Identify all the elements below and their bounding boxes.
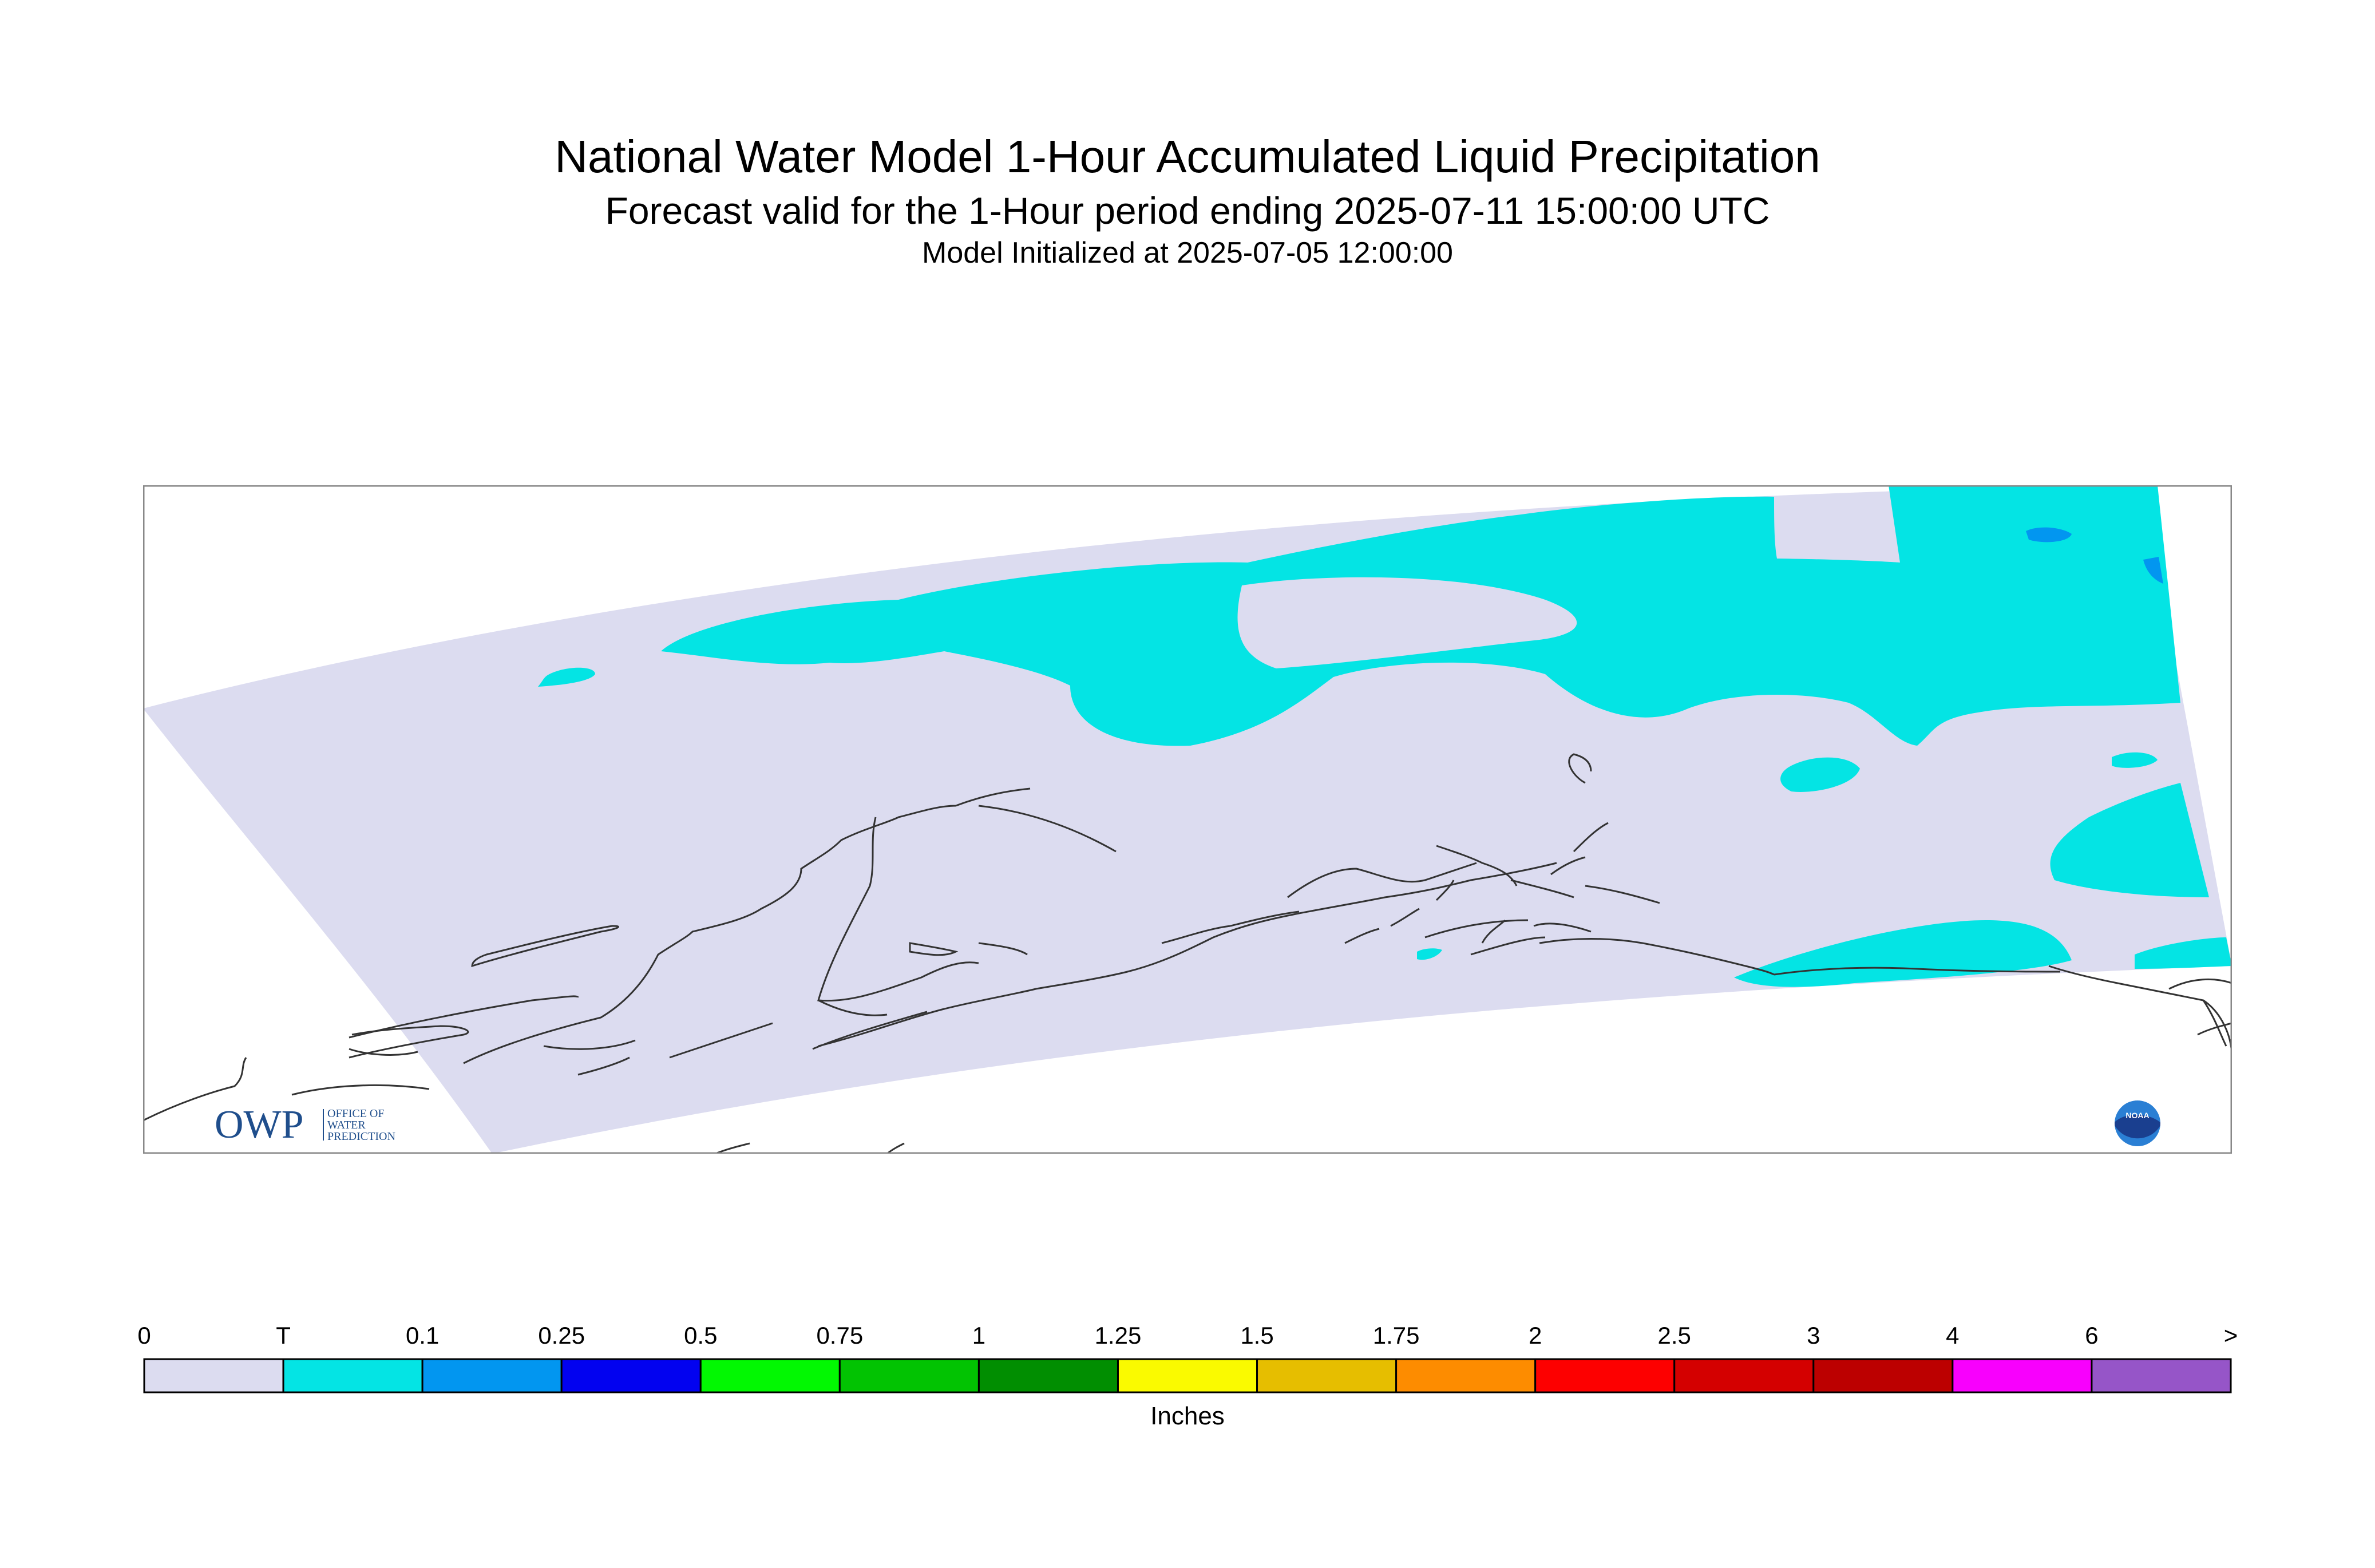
coastline [1550, 856, 1586, 876]
legend-color-bin [143, 1358, 284, 1393]
legend-color-bin [1534, 1358, 1676, 1393]
owp-logo-line-1: OFFICE OF [327, 1107, 384, 1120]
legend-tick-label: > [2224, 1322, 2238, 1349]
legend-tick-label: 0.25 [538, 1322, 585, 1349]
precipitation-legend: 0 T 0.1 0.25 0.5 0.75 1 1.25 1.5 1.75 2 2.5 3 4 6 > [137, 1322, 2238, 1393]
legend-tick-label: 1 [972, 1322, 985, 1349]
legend-tick-label: 1.5 [1240, 1322, 1273, 1349]
coastline [2202, 1000, 2227, 1047]
coastline [2048, 965, 2232, 1058]
coastline [1573, 822, 1609, 853]
coastline [715, 1142, 750, 1154]
legend-color-bin [282, 1358, 423, 1393]
coastline [1533, 922, 1592, 933]
legend-color-bin [838, 1358, 980, 1393]
coastline [463, 787, 1031, 1064]
coastline [143, 1057, 247, 1122]
coastline [1585, 885, 1660, 904]
precip-trace-area [2135, 937, 2232, 969]
coastline [543, 1039, 636, 1050]
coastline [1774, 967, 2061, 976]
owp-logo-mark: OWP [215, 1103, 304, 1147]
precip-trace-area [2112, 752, 2158, 768]
legend-tick-label: 0.75 [816, 1322, 863, 1349]
model-init-text: Model Initialized at 2025-07-05 12:00:00 [922, 236, 1453, 270]
coastline [886, 1142, 905, 1154]
coastline [818, 862, 1557, 1047]
coastline [349, 1048, 418, 1056]
coastline [1470, 936, 1546, 956]
legend-color-bin [977, 1358, 1119, 1393]
coastline [1435, 880, 1455, 901]
coastline [577, 1056, 630, 1076]
legend-tick-label: 1.75 [1373, 1322, 1420, 1349]
coastline [2168, 979, 2232, 990]
legend-color-bin [1812, 1358, 1954, 1393]
legend-tick-label: 3 [1807, 1322, 1820, 1349]
noaa-logo: NOAA [2112, 1098, 2163, 1149]
precip-light-area [2143, 557, 2163, 584]
legend-tick-label: 0 [137, 1322, 151, 1349]
coastline [818, 999, 888, 1016]
coastline [349, 995, 579, 1039]
map-title: National Water Model 1-Hour Accumulated … [555, 131, 1820, 182]
precip-trace-area [1115, 695, 1173, 712]
coastline [291, 1084, 430, 1096]
coastline [1287, 862, 1477, 898]
coastline [1436, 845, 1518, 886]
coastline [1481, 919, 1506, 944]
coastline [1539, 938, 1775, 976]
coastline [471, 925, 619, 968]
legend-tick-label: 4 [1946, 1322, 1959, 1349]
coastline [978, 942, 1028, 956]
map-frame [143, 485, 2232, 1154]
coastline [1230, 910, 1300, 927]
coastline [1344, 928, 1380, 944]
owp-logo-line-3: PREDICTION [327, 1130, 395, 1143]
owp-logo-line-2: WATER [327, 1119, 366, 1131]
legend-tick-label: 2.5 [1658, 1322, 1691, 1349]
legend-color-bin [1395, 1358, 1537, 1393]
legend-color-bin [1673, 1358, 1815, 1393]
precip-trace-area [2050, 783, 2209, 897]
precip-trace-area [1780, 757, 1860, 792]
coastline [1390, 908, 1420, 927]
precipitation-map: OWP OFFICE OF WATER PREDICTION NOAA [143, 485, 2232, 1154]
legend-color-bin [699, 1358, 841, 1393]
coastline [909, 942, 959, 956]
precip-cutout [1237, 577, 1577, 668]
coastline [978, 805, 1117, 853]
legend-tick-label: T [276, 1322, 291, 1349]
forecast-valid-subtitle: Forecast valid for the 1-Hour period end… [605, 189, 1770, 232]
precip-trace-area [538, 667, 595, 687]
legend-tick-label: 0.1 [406, 1322, 439, 1349]
legend-color-bin [1117, 1358, 1258, 1393]
noaa-logo-text: NOAA [2125, 1111, 2149, 1120]
coastline [817, 817, 979, 1002]
legend-tick-label: 2 [1529, 1322, 1542, 1349]
coastline [2197, 1022, 2232, 1036]
coastline [1424, 919, 1529, 939]
coastline [669, 1022, 773, 1059]
precip-trace-area [1417, 948, 1442, 960]
legend-units-label: Inches [1150, 1402, 1225, 1430]
legend-tick-label: 0.5 [684, 1322, 717, 1349]
owp-logo: OWP OFFICE OF WATER PREDICTION [215, 1103, 395, 1147]
legend-tick-label: 1.25 [1095, 1322, 1142, 1349]
legend-color-bin [560, 1358, 702, 1393]
coastline [1161, 925, 1231, 944]
legend-color-bin [1952, 1358, 2093, 1393]
coastline [1510, 879, 1574, 898]
legend-color-bin [421, 1358, 563, 1393]
precip-light-area [2026, 527, 2072, 543]
legend-tick-label: 6 [2085, 1322, 2098, 1349]
legend-color-bin [1256, 1358, 1398, 1393]
legend-color-bin [2091, 1358, 2232, 1393]
coastline [349, 1025, 469, 1059]
coastline [1568, 753, 1592, 784]
